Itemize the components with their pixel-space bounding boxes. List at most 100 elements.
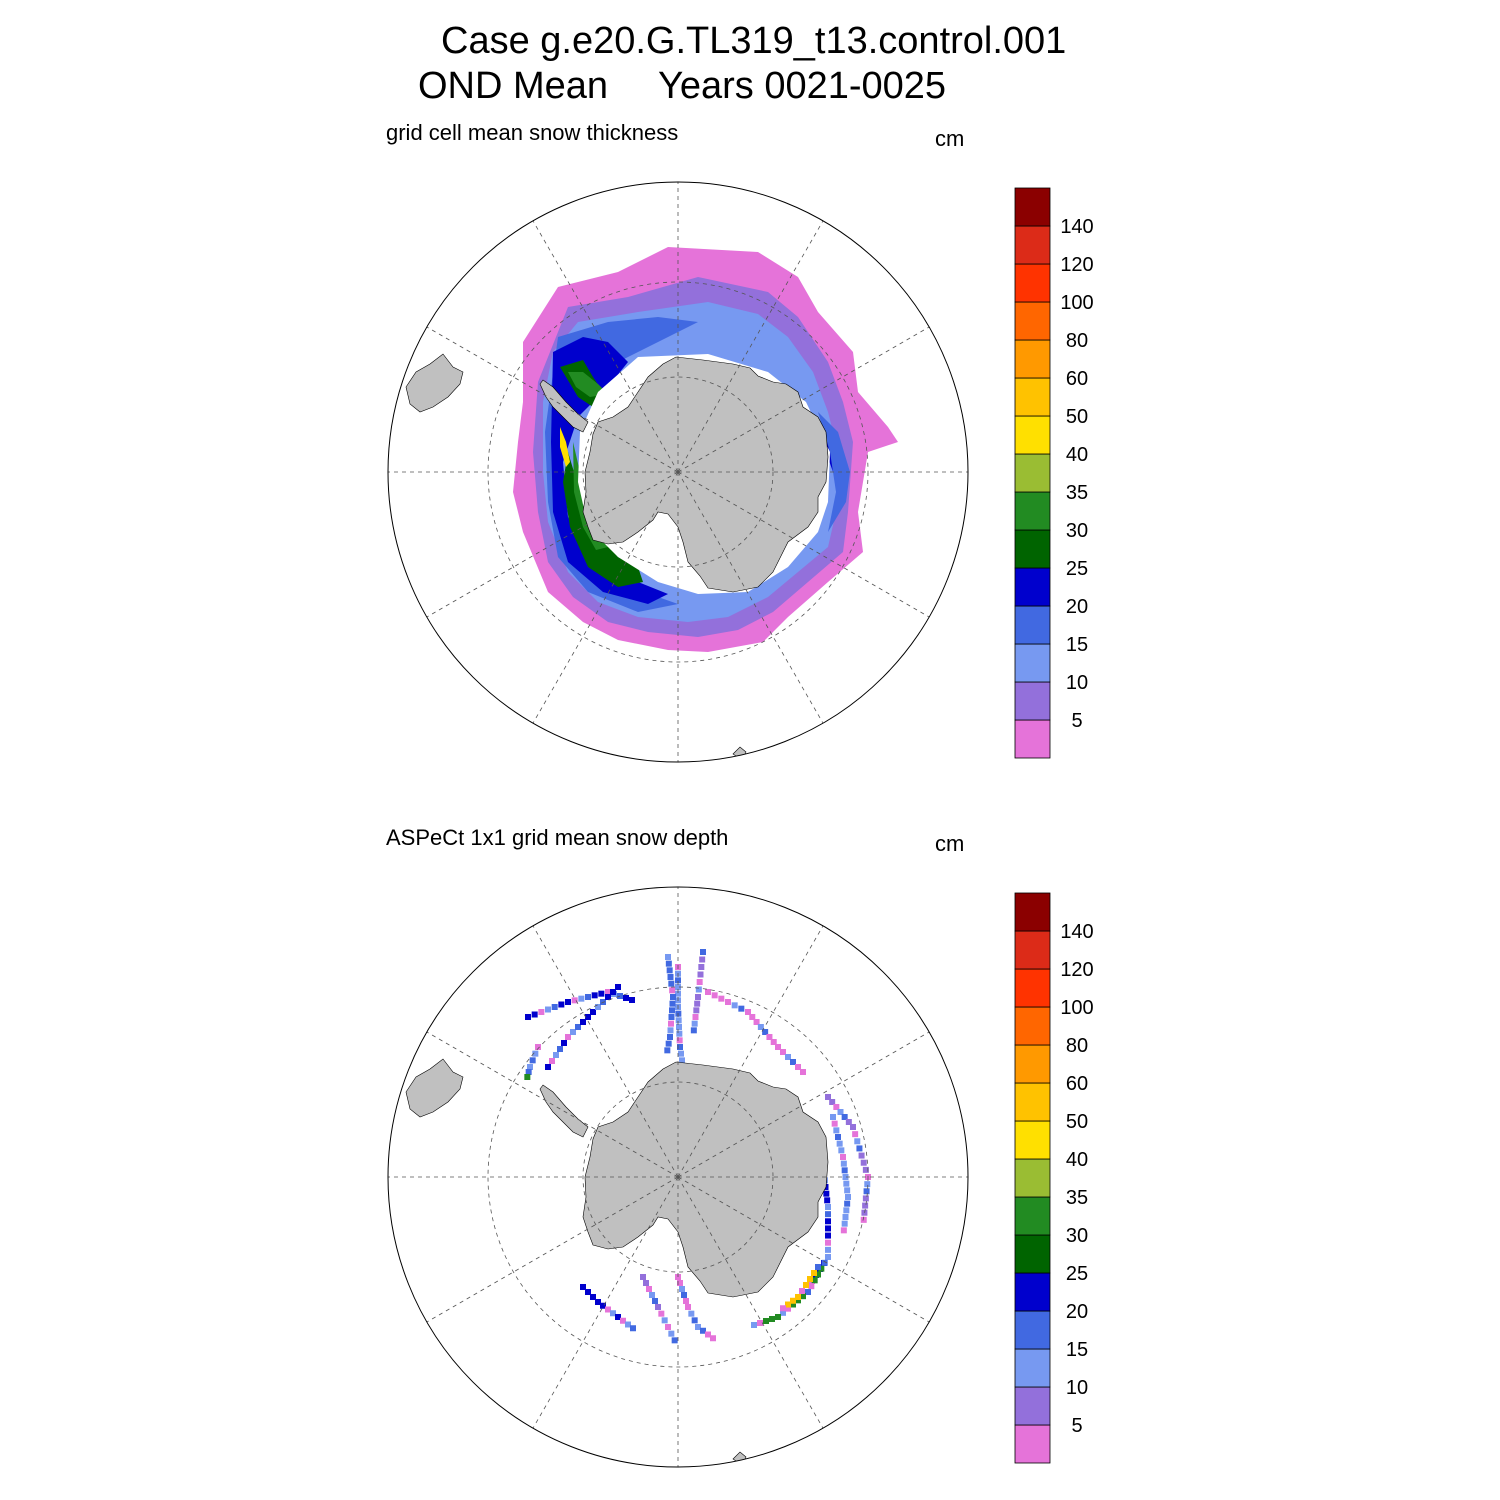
obs-cell (600, 1302, 606, 1309)
obs-cell (595, 1299, 601, 1305)
obs-cell (854, 1138, 861, 1145)
colorbar-swatch (1014, 719, 1051, 759)
obs-cell (629, 997, 635, 1003)
obs-cell (856, 1145, 863, 1152)
obs-cell (807, 1276, 813, 1282)
obs-cell (837, 1109, 844, 1115)
obs-cell (835, 1134, 841, 1140)
obs-cell (545, 1006, 551, 1013)
obs-cell (565, 1034, 571, 1040)
obs-cell (840, 1227, 847, 1234)
obs-cell (590, 1294, 596, 1300)
obs-cell (841, 1167, 848, 1174)
obs-cell (799, 1288, 805, 1294)
obs-track-11 (580, 1284, 636, 1332)
obs-track-4 (690, 949, 706, 1034)
obs-cell (843, 1207, 850, 1214)
colorbar-tick-label: 80 (1066, 1035, 1088, 1057)
meridian-line (677, 220, 824, 473)
obs-cell (683, 1298, 689, 1304)
colorbar-swatch (1014, 567, 1051, 607)
colorbar-tick-label: 40 (1066, 444, 1088, 466)
obs-cell (780, 1049, 786, 1055)
panel-obs-subtitle: ASPeCt 1x1 grid mean snow depth (386, 825, 729, 850)
colorbar-tick-label: 10 (1066, 672, 1088, 694)
colorbar-swatch (1014, 263, 1051, 303)
obs-cell (525, 1014, 531, 1020)
obs-cell (688, 1310, 695, 1317)
main-title-season: OND Mean (418, 65, 609, 107)
obs-cell (838, 1147, 845, 1154)
obs-cell (862, 1166, 869, 1173)
obs-cell (675, 984, 681, 990)
obs-cell (751, 1322, 757, 1328)
panel-model-units: cm (935, 126, 965, 151)
obs-cell (590, 1009, 596, 1015)
obs-cell (630, 1325, 636, 1332)
colorbar-tick-label: 140 (1060, 216, 1093, 238)
obs-cell (678, 1050, 684, 1057)
colorbar-tick-label: 100 (1060, 292, 1093, 314)
main-title-line1: Case g.e20.G.TL319_t13.control.001 (441, 20, 1067, 62)
latitude-circle (582, 376, 774, 568)
colorbar-tick-label: 15 (1066, 1339, 1088, 1361)
obs-cell (785, 1305, 791, 1312)
obs-cell (800, 1293, 806, 1300)
graticule (388, 887, 968, 1467)
colorbar-swatch (1014, 339, 1051, 379)
colorbar-tick-label: 35 (1066, 1187, 1088, 1209)
colorbar-swatch (1014, 1120, 1051, 1160)
obs-track-10 (780, 1264, 821, 1312)
obs-cell (825, 1211, 831, 1218)
obs-cell (825, 1225, 831, 1232)
obs-cell (864, 1181, 871, 1188)
obs-cell (676, 1037, 683, 1044)
obs-cell (845, 1119, 852, 1125)
latitude-circle (487, 281, 869, 663)
colorbar-swatch (1014, 892, 1051, 932)
obs-track-12 (640, 1274, 678, 1344)
obs-cell (665, 960, 672, 967)
obs-cell (575, 1024, 581, 1030)
obs-cell (825, 1094, 831, 1100)
colorbar-swatch (1014, 643, 1051, 683)
obs-cell (780, 1305, 786, 1312)
obs-cell (646, 1286, 652, 1292)
colorbar-swatch (1014, 605, 1051, 645)
obs-cell (738, 1005, 745, 1012)
map-content (388, 182, 968, 762)
meridian-line (677, 326, 930, 473)
obs-cell (699, 956, 706, 963)
obs-cell (580, 1019, 586, 1025)
obs-cell (803, 1282, 809, 1288)
obs-cell (664, 1047, 671, 1054)
colorbar-swatch (1014, 1006, 1051, 1046)
obs-cell (570, 1029, 576, 1035)
obs-cell (862, 1195, 869, 1202)
colorbar-swatch (1014, 1424, 1051, 1464)
obs-cell (805, 1289, 811, 1295)
obs-cell (525, 1069, 532, 1075)
obs-snow-map (387, 886, 969, 1468)
obs-cell (665, 954, 671, 960)
obs-cell (762, 1029, 769, 1035)
obs-cell (780, 1309, 786, 1316)
colorbar-tick-label: 35 (1066, 482, 1088, 504)
map-content (388, 887, 968, 1467)
obs-cell (649, 1292, 655, 1298)
meridian-line (426, 326, 679, 473)
obs-cell (718, 995, 725, 1002)
obs-cell (529, 1057, 536, 1064)
obs-cell (571, 997, 578, 1004)
obs-cell (665, 1040, 672, 1047)
obs-cell (825, 1239, 831, 1246)
colorbar-swatch (1014, 1234, 1051, 1274)
colorbar-tick-label: 140 (1060, 921, 1093, 943)
obs-cell (643, 1280, 649, 1286)
obs-cell (697, 971, 704, 978)
obs-cell (658, 1310, 665, 1317)
obs-cell (591, 992, 598, 999)
colorbar-swatch (1014, 1044, 1051, 1084)
model-snow-map (387, 181, 969, 763)
obs-cell (677, 1280, 683, 1286)
